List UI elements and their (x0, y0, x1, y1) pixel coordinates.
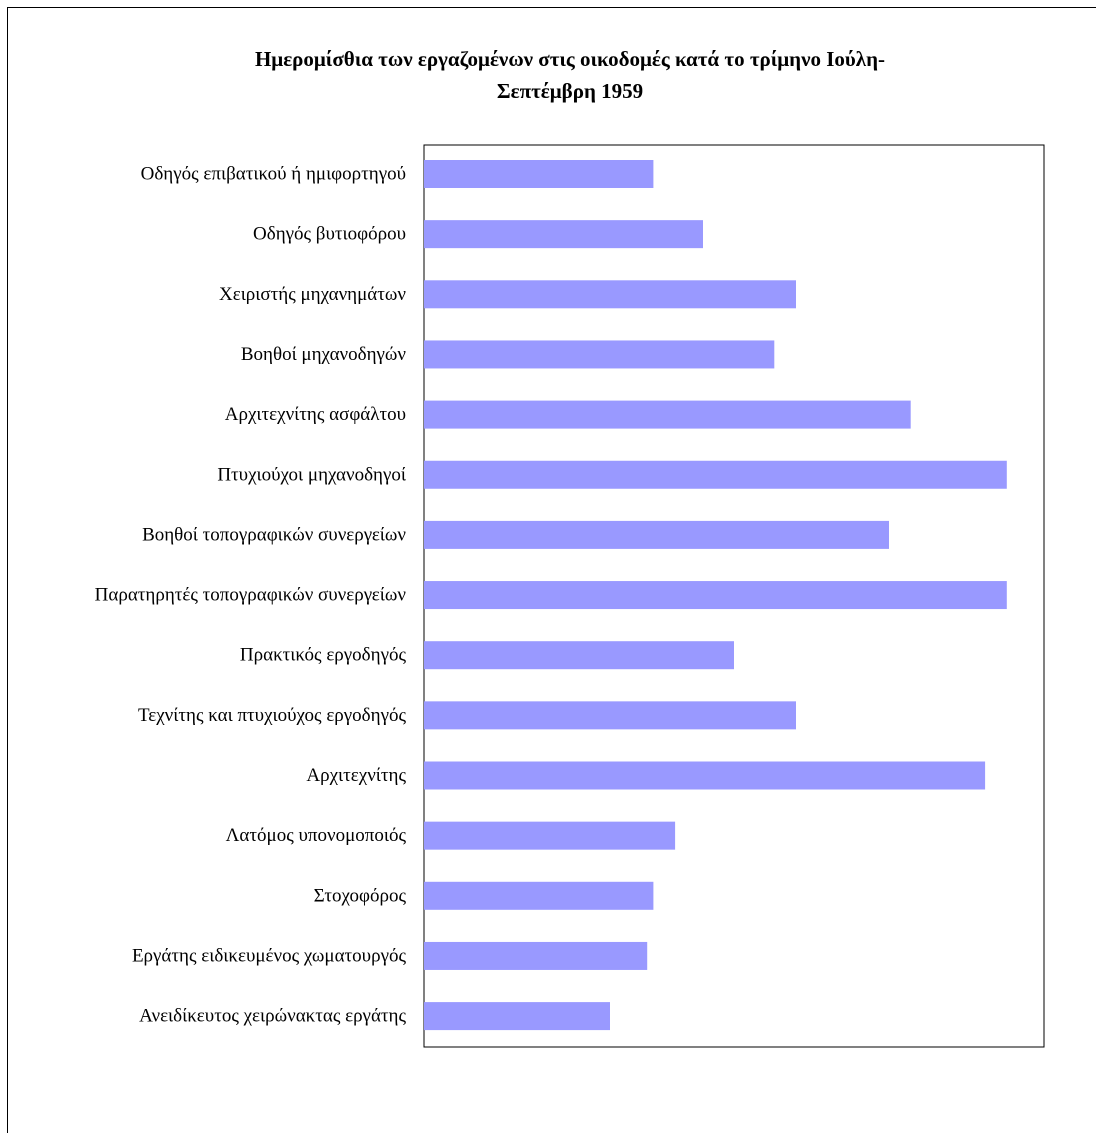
chart-frame (7, 7, 1096, 1133)
chart-title-line-2: Σεπτέμβρη 1959 (496, 79, 644, 103)
bar (424, 220, 703, 249)
bar (424, 280, 796, 309)
bar (424, 1002, 610, 1031)
bars-group (424, 160, 1007, 1031)
category-tick-label: Εργάτης ειδικευμένος χωματουργός (132, 945, 407, 966)
category-tick-label: Οδηγός βυτιοφόρου (253, 224, 406, 245)
bar (424, 881, 654, 910)
category-tick-label: Βοηθοί μηχανοδηγών (241, 344, 407, 365)
category-tick-label: Οδηγός επιβατικού ή ημιφορτηγού (141, 164, 406, 185)
category-tick-label: Αρχιτεχνίτης (306, 765, 406, 786)
bar (424, 581, 1007, 610)
category-tick-label: Χειριστής μηχανημάτων (219, 284, 406, 305)
bar (424, 941, 648, 970)
category-tick-label: Πρακτικός εργοδηγός (240, 645, 407, 666)
bar (424, 821, 676, 850)
category-tick-label: Ανειδίκευτος χειρώνακτας εργάτης (139, 1006, 406, 1027)
bar (424, 460, 1007, 489)
bar (424, 520, 889, 549)
category-tick-label: Πτυχιούχοι μηχανοδηγοί (217, 464, 407, 485)
category-tick-label: Αρχιτεχνίτης ασφάλτου (225, 404, 406, 425)
chart-title: Ημερομίσθια των εργαζομένων στις οικοδομ… (120, 43, 1020, 107)
bar (424, 340, 775, 369)
category-tick-label: Παρατηρητές τοπογραφικών συνεργείων (95, 585, 407, 606)
bar (424, 160, 654, 188)
chart-title-line-1: Ημερομίσθια των εργαζομένων στις οικοδομ… (254, 47, 886, 71)
category-tick-label: Βοηθοί τοπογραφικών συνεργείων (142, 524, 406, 545)
category-tick-label: Στοχοφόρος (314, 885, 407, 906)
category-tick-label: Τεχνίτης και πτυχιούχος εργοδηγός (138, 705, 406, 726)
bar (424, 701, 796, 730)
bar (424, 400, 911, 429)
bar (424, 641, 734, 670)
category-labels-group: Οδηγός επιβατικού ή ημιφορτηγού Οδηγός βυ… (95, 164, 407, 1027)
bar (424, 761, 986, 790)
category-tick-label: Λατόμος υπονομοποιός (226, 825, 407, 846)
